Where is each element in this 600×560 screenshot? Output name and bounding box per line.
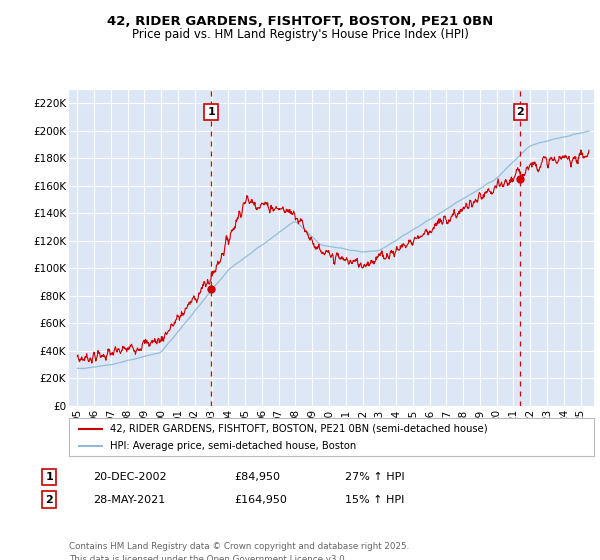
Text: £84,950: £84,950 (234, 472, 280, 482)
Text: Contains HM Land Registry data © Crown copyright and database right 2025.
This d: Contains HM Land Registry data © Crown c… (69, 542, 409, 560)
Text: 20-DEC-2002: 20-DEC-2002 (93, 472, 167, 482)
Text: Price paid vs. HM Land Registry's House Price Index (HPI): Price paid vs. HM Land Registry's House … (131, 28, 469, 41)
Text: 28-MAY-2021: 28-MAY-2021 (93, 494, 165, 505)
Text: 1: 1 (207, 107, 215, 116)
Text: 15% ↑ HPI: 15% ↑ HPI (345, 494, 404, 505)
Text: 1: 1 (46, 472, 53, 482)
Text: £164,950: £164,950 (234, 494, 287, 505)
Text: 2: 2 (517, 107, 524, 116)
Text: 2: 2 (46, 494, 53, 505)
Text: 42, RIDER GARDENS, FISHTOFT, BOSTON, PE21 0BN: 42, RIDER GARDENS, FISHTOFT, BOSTON, PE2… (107, 15, 493, 28)
Text: 27% ↑ HPI: 27% ↑ HPI (345, 472, 404, 482)
Text: HPI: Average price, semi-detached house, Boston: HPI: Average price, semi-detached house,… (110, 441, 356, 451)
Text: 42, RIDER GARDENS, FISHTOFT, BOSTON, PE21 0BN (semi-detached house): 42, RIDER GARDENS, FISHTOFT, BOSTON, PE2… (110, 423, 488, 433)
